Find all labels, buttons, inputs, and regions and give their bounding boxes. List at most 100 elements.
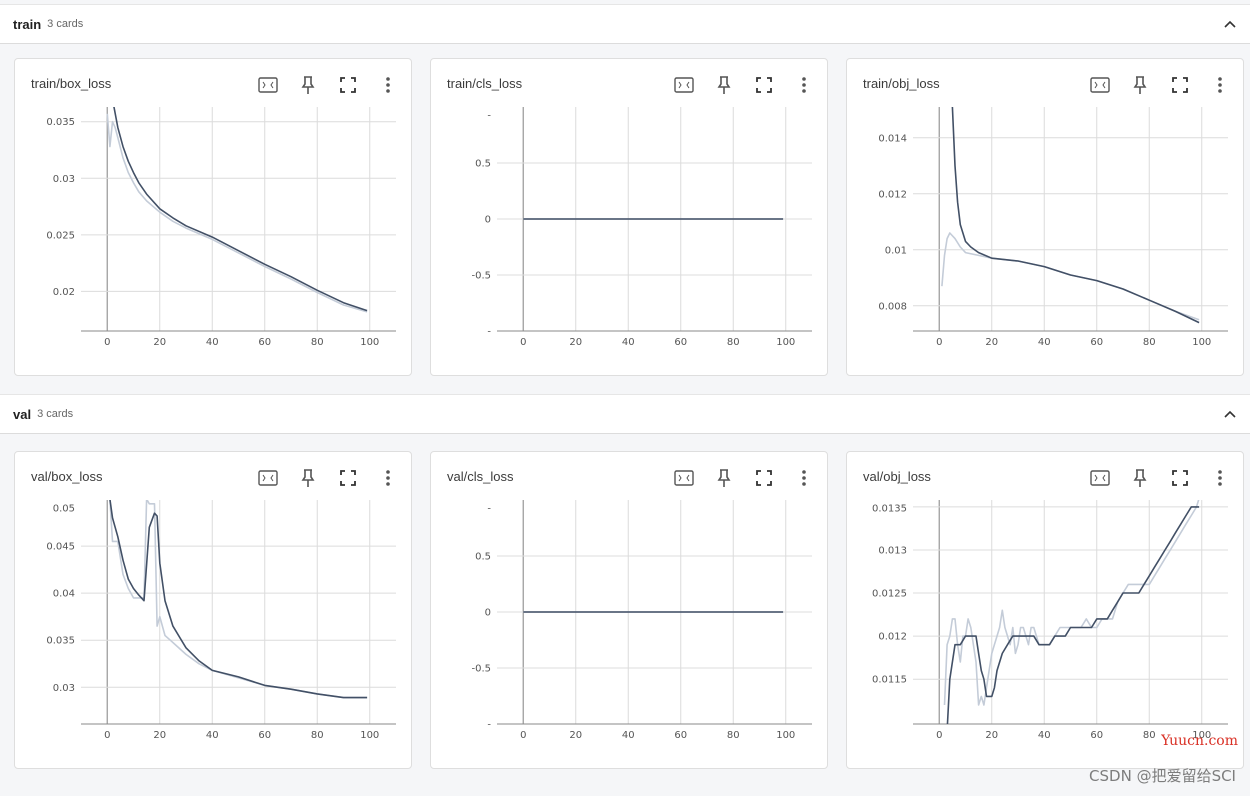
fit-domain-icon[interactable]	[256, 466, 280, 490]
y-tick-label: 0.04	[53, 589, 75, 600]
x-tick-label: 60	[674, 337, 687, 348]
x-tick-label: 80	[1143, 337, 1156, 348]
x-tick-label: 60	[674, 730, 687, 741]
y-tick-label: -	[487, 720, 491, 731]
fullscreen-icon[interactable]	[336, 466, 360, 490]
pin-icon[interactable]	[1128, 73, 1152, 97]
x-tick-label: 20	[153, 337, 166, 348]
x-tick-label: 60	[1090, 337, 1103, 348]
fit-domain-icon[interactable]	[672, 466, 696, 490]
fit-domain-icon[interactable]	[1088, 466, 1112, 490]
y-tick-label: 0.0135	[872, 504, 907, 515]
chart-plot: 0 20 40 60 80 100 0.008 0.01 0.012 0.014	[878, 107, 1228, 348]
x-tick-label: 100	[776, 337, 795, 348]
fit-domain-icon[interactable]	[1088, 73, 1112, 97]
x-tick-label: 100	[360, 730, 379, 741]
y-tick-label: 0.05	[53, 504, 75, 515]
smoothed-series-line	[113, 107, 368, 312]
y-tick-label: 0.0125	[872, 589, 907, 600]
y-tick-label: 0.03	[53, 683, 75, 694]
x-tick-label: 20	[985, 337, 998, 348]
y-tick-label: 0.5	[475, 159, 491, 170]
group-title: train	[13, 16, 42, 32]
y-tick-label: -	[487, 327, 491, 338]
y-tick-label: 0	[485, 608, 491, 619]
group-header-train[interactable]: train 3 cards	[0, 4, 1250, 44]
scalar-card-train-box-loss: train/box_loss 0 20 40 60 80 100 0.02 0.025 0.03…	[14, 58, 412, 376]
more-vert-icon[interactable]	[1208, 466, 1232, 490]
scalar-card-train-cls-loss: train/cls_loss 0 20 40 60 80 100 - -0.5 0 0.5 -	[430, 58, 828, 376]
chart-plot: 0 20 40 60 80 100 0.02 0.025 0.03 0.035	[46, 107, 396, 348]
pin-icon[interactable]	[296, 73, 320, 97]
x-tick-label: 0	[104, 337, 110, 348]
x-tick-label: 40	[1038, 337, 1051, 348]
x-tick-label: 80	[727, 730, 740, 741]
y-tick-label: 0.01	[885, 245, 907, 256]
y-tick-label: 0.014	[878, 133, 907, 144]
chart-plot: 0 20 40 60 80 100 - -0.5 0 0.5 -	[471, 107, 812, 348]
y-tick-label: 0.008	[878, 301, 907, 312]
more-vert-icon[interactable]	[376, 466, 400, 490]
chevron-up-icon[interactable]	[1220, 405, 1240, 425]
x-tick-label: 20	[569, 337, 582, 348]
x-tick-label: 100	[360, 337, 379, 348]
chevron-up-icon[interactable]	[1220, 15, 1240, 35]
y-tick-label: -	[487, 111, 491, 122]
fit-domain-icon[interactable]	[672, 73, 696, 97]
group-header-val[interactable]: val 3 cards	[0, 394, 1250, 434]
more-vert-icon[interactable]	[376, 73, 400, 97]
x-tick-label: 0	[936, 337, 942, 348]
x-tick-label: 80	[1143, 730, 1156, 741]
watermark: CSDN @把爱留给SCI	[1089, 767, 1236, 785]
x-tick-label: 100	[1192, 337, 1211, 348]
fit-domain-icon[interactable]	[256, 73, 280, 97]
x-tick-label: 40	[622, 337, 635, 348]
y-tick-label: 0.035	[46, 117, 75, 128]
fullscreen-icon[interactable]	[336, 73, 360, 97]
pin-icon[interactable]	[296, 466, 320, 490]
fullscreen-icon[interactable]	[1168, 73, 1192, 97]
pin-icon[interactable]	[1128, 466, 1152, 490]
card-title: val/box_loss	[31, 469, 103, 484]
overlay-text: Yuucn.com	[1161, 733, 1238, 749]
fullscreen-icon[interactable]	[752, 73, 776, 97]
card-title: val/cls_loss	[447, 469, 514, 484]
scalar-card-val-box-loss: val/box_loss 0 20 40 60 80 100 0.03 0.035 0.04 0.…	[14, 451, 412, 769]
x-tick-label: 0	[520, 337, 526, 348]
scalar-card-train-obj-loss: train/obj_loss 0 20 40 60 80 100 0.008 0.01 0.01…	[846, 58, 1244, 376]
y-tick-label: 0.035	[46, 636, 75, 647]
scalar-card-val-obj-loss: val/obj_loss 0 20 40 60 80 100 0.0115 0.012 0.01…	[846, 451, 1244, 769]
chart-plot: 0 20 40 60 80 100 0.03 0.035 0.04 0.045 0.05	[46, 500, 396, 741]
y-tick-label: 0.0115	[872, 675, 907, 686]
x-tick-label: 100	[776, 730, 795, 741]
fullscreen-icon[interactable]	[1168, 466, 1192, 490]
x-tick-label: 60	[258, 337, 271, 348]
x-tick-label: 20	[153, 730, 166, 741]
pin-icon[interactable]	[712, 73, 736, 97]
y-tick-label: 0.5	[475, 552, 491, 563]
chart-plot: 0 20 40 60 80 100 0.0115 0.012 0.0125 0.013 0.0135	[872, 500, 1228, 741]
x-tick-label: 0	[520, 730, 526, 741]
more-vert-icon[interactable]	[1208, 73, 1232, 97]
card-title: train/cls_loss	[447, 76, 523, 91]
smoothed-series-line	[109, 500, 368, 699]
x-tick-label: 0	[104, 730, 110, 741]
raw-series-line	[943, 500, 1200, 706]
y-tick-label: -0.5	[471, 271, 491, 282]
x-tick-label: 40	[622, 730, 635, 741]
card-title: train/box_loss	[31, 76, 112, 91]
group-card-count: 3 cards	[37, 408, 74, 420]
x-tick-label: 20	[985, 730, 998, 741]
y-tick-label: 0.013	[878, 545, 907, 556]
x-tick-label: 80	[311, 730, 324, 741]
raw-series-line	[106, 113, 368, 313]
pin-icon[interactable]	[712, 466, 736, 490]
more-vert-icon[interactable]	[792, 466, 816, 490]
more-vert-icon[interactable]	[792, 73, 816, 97]
y-tick-label: 0.012	[878, 189, 907, 200]
y-tick-label: 0.025	[46, 230, 75, 241]
smoothed-series-line	[951, 107, 1200, 324]
x-tick-label: 60	[258, 730, 271, 741]
raw-series-line	[941, 232, 1200, 321]
fullscreen-icon[interactable]	[752, 466, 776, 490]
